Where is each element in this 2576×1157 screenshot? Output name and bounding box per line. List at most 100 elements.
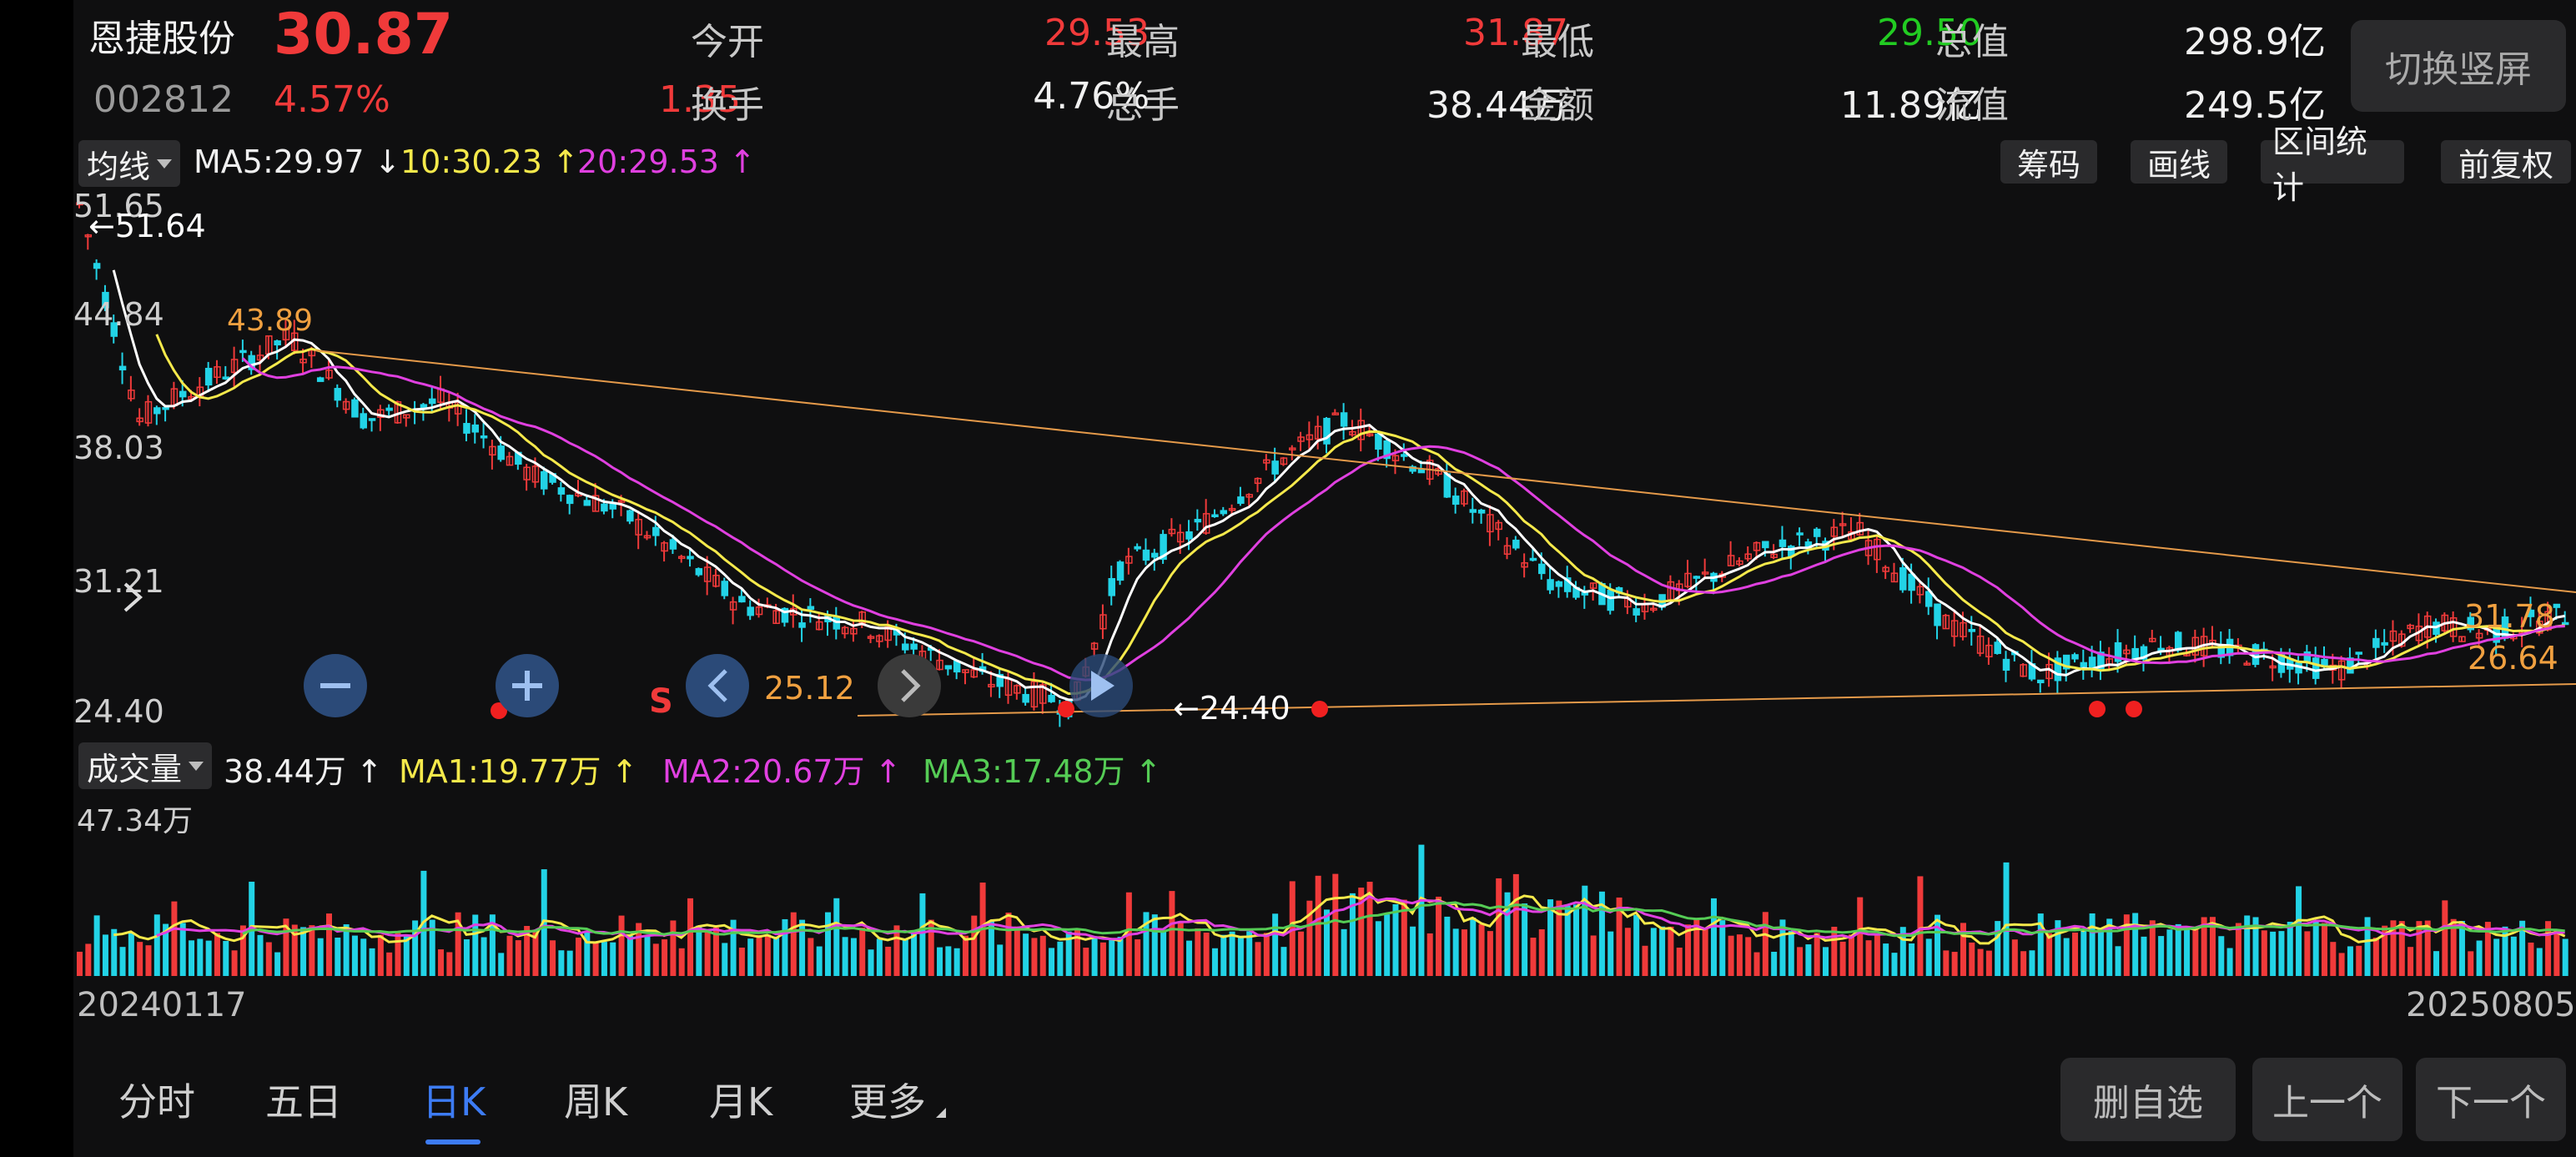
tab-five-day[interactable]: 五日 xyxy=(265,1079,342,1124)
candle xyxy=(1538,563,1546,575)
volume-indicator-selector[interactable]: 成交量 xyxy=(78,742,213,789)
volume-bar xyxy=(438,949,445,976)
candle xyxy=(635,518,642,536)
candle xyxy=(480,435,488,439)
next-stock-button[interactable]: 下一个 xyxy=(2416,1058,2566,1141)
candle xyxy=(1994,641,2001,654)
volume-bar xyxy=(1384,914,1391,976)
candle xyxy=(1693,576,1701,579)
tab-more[interactable]: 更多 xyxy=(849,1079,926,1124)
zoom-out-button[interactable] xyxy=(304,654,367,717)
volume-bar xyxy=(1341,928,1347,976)
volume-bar xyxy=(360,938,367,976)
volume-bar xyxy=(2072,932,2078,976)
candle xyxy=(583,500,591,506)
volume-bar xyxy=(1496,878,1502,976)
quote-value-volume: 38.44万 xyxy=(1426,84,1568,127)
candle xyxy=(850,627,858,635)
volume-bar xyxy=(1504,892,1511,976)
volume-bar xyxy=(1366,882,1373,976)
range-stats-button[interactable]: 区间统计 xyxy=(2261,123,2404,206)
volume-bar xyxy=(111,928,118,976)
candle xyxy=(1469,509,1477,513)
plus-icon xyxy=(525,671,530,701)
mid-high-label: 43.89 xyxy=(227,304,313,338)
volume-bar xyxy=(566,950,573,976)
volume-bar xyxy=(584,932,591,976)
chevron-left-icon xyxy=(707,669,727,702)
volume-bar xyxy=(1169,891,1175,976)
candle xyxy=(1753,541,1761,551)
scroll-right-button[interactable] xyxy=(878,654,941,717)
volume-bar xyxy=(1332,873,1339,976)
candle xyxy=(1366,433,1374,436)
candle xyxy=(110,322,118,337)
remove-favorite-button[interactable]: 删自选 xyxy=(2060,1058,2236,1141)
volume-bar xyxy=(2106,918,2113,976)
candle xyxy=(1176,531,1185,543)
candle xyxy=(721,581,729,596)
play-button[interactable] xyxy=(1069,654,1133,717)
volume-bar xyxy=(265,942,272,976)
volume-bar xyxy=(214,933,220,976)
candle xyxy=(566,495,574,505)
main-indicator-label: 均线 xyxy=(87,148,151,185)
candle xyxy=(144,400,153,424)
volume-bar xyxy=(2097,932,2104,976)
candle xyxy=(420,404,428,409)
volume-bar xyxy=(2322,923,2327,976)
expand-side-icon[interactable] xyxy=(123,582,143,612)
volume-bar xyxy=(919,893,926,976)
scroll-left-button[interactable] xyxy=(686,654,749,717)
volume-bar xyxy=(2312,921,2319,976)
price-chart[interactable]: 51.65 44.84 38.03 31.21 24.40 ←51.64 43.… xyxy=(73,192,2576,734)
volume-bar xyxy=(652,943,659,976)
switch-portrait-button[interactable]: 切换竖屏 xyxy=(2351,20,2566,112)
pre-adjusted-button[interactable]: 前复权 xyxy=(2441,140,2571,184)
volume-bar xyxy=(1831,927,1838,976)
volume-bar xyxy=(343,924,350,976)
volume-bar xyxy=(1668,926,1674,976)
volume-bar xyxy=(712,927,719,976)
candle xyxy=(1108,578,1115,596)
tab-intraday[interactable]: 分时 xyxy=(118,1079,195,1124)
volume-bar xyxy=(1375,921,1381,976)
ma10-line xyxy=(155,334,2565,696)
volume-bar xyxy=(1358,888,1365,976)
zoom-in-button[interactable] xyxy=(496,654,559,717)
volume-bar xyxy=(1083,948,1089,976)
volume-bar xyxy=(2510,936,2517,976)
previous-stock-button[interactable]: 上一个 xyxy=(2252,1058,2402,1141)
volume-bar xyxy=(429,919,435,976)
candle xyxy=(1194,519,1202,523)
candle xyxy=(902,643,909,651)
candle xyxy=(1633,608,1640,616)
candle xyxy=(230,359,239,374)
volume-bar xyxy=(1564,905,1571,976)
candle xyxy=(747,606,754,616)
main-indicator-selector[interactable]: 均线 xyxy=(78,140,181,187)
candle xyxy=(497,445,505,460)
volume-bar xyxy=(1624,928,1631,976)
volume-bar xyxy=(1556,900,1562,976)
volume-bar xyxy=(463,939,470,976)
volume-bar xyxy=(592,942,599,976)
tab-weekly-k[interactable]: 周K xyxy=(564,1079,628,1124)
ma20-value: 20:29.53 ↑ xyxy=(577,143,756,180)
volume-bar xyxy=(816,946,823,976)
volume-bar xyxy=(1710,898,1717,976)
candle xyxy=(1022,693,1029,703)
candle xyxy=(531,465,540,483)
chips-button[interactable]: 筹码 xyxy=(2000,140,2097,184)
chevron-right-icon xyxy=(901,669,921,702)
volume-chart[interactable]: 47.34万 xyxy=(73,792,2576,980)
candle xyxy=(712,575,720,587)
tab-daily-k[interactable]: 日K xyxy=(422,1079,486,1124)
volume-bar xyxy=(850,938,857,976)
tab-monthly-k[interactable]: 月K xyxy=(709,1079,773,1124)
candle xyxy=(1779,539,1787,547)
volume-bar xyxy=(2390,920,2397,976)
volume-bar xyxy=(300,927,307,976)
volume-bar xyxy=(85,943,92,976)
draw-line-button[interactable]: 画线 xyxy=(2131,140,2227,184)
